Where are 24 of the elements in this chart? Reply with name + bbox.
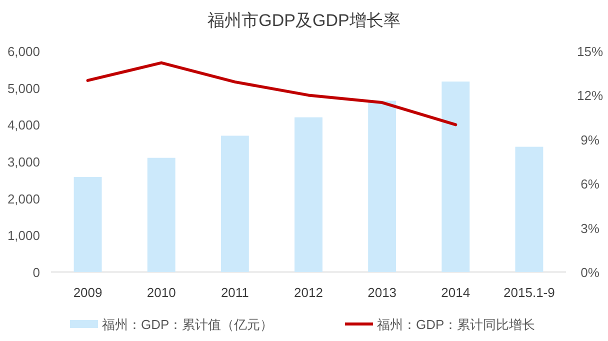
y-tick-label: 4,000: [7, 118, 40, 133]
x-tick-label: 2009: [73, 285, 102, 300]
x-tick-label: 2010: [146, 285, 176, 300]
y2-tick-label: 12%: [576, 88, 604, 104]
legend-label: 福州：GDP：累计值（亿元）: [102, 317, 274, 332]
y-tick-label: 5,000: [7, 80, 40, 96]
x-tick-label: 2013: [368, 285, 397, 300]
y-tick-label: 1,000: [7, 228, 40, 244]
y2-tick-label: 0%: [580, 265, 600, 280]
x-tick-label: 2012: [294, 285, 323, 300]
x-tick-label: 2011: [220, 285, 249, 300]
line-series: [86, 61, 458, 126]
y-tick-label: 2,000: [7, 191, 40, 206]
y2-tick-label: 3%: [580, 220, 600, 236]
x-tick-label: 2014: [441, 285, 470, 300]
y-tick-label: 6,000: [7, 44, 40, 59]
y2-tick-label: 9%: [580, 132, 600, 148]
y-tick-label: 3,000: [7, 154, 40, 170]
y2-tick-label: 6%: [580, 176, 600, 192]
chart-title: 福州市GDP及GDP增长率: [208, 11, 400, 30]
y-tick-label: 0: [32, 265, 40, 280]
x-tick-label: 2015.1-9: [504, 285, 555, 300]
y2-tick-label: 15%: [576, 44, 604, 59]
legend-label: 福州：GDP：累计同比增长: [377, 317, 536, 332]
